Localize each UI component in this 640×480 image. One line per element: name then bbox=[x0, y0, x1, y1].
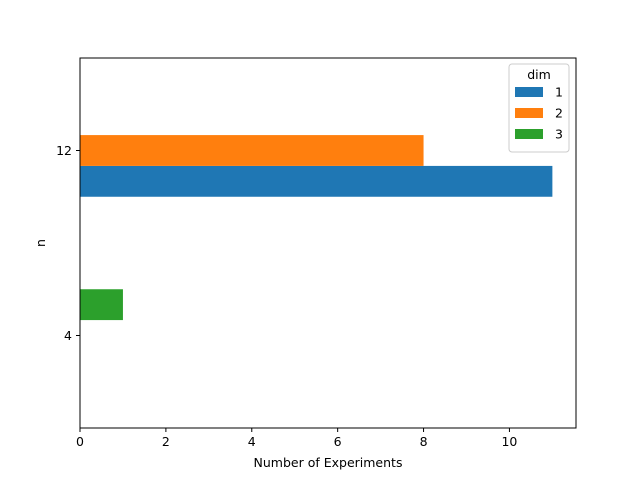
y-tick-label: 12 bbox=[56, 143, 72, 158]
legend-swatch-2 bbox=[515, 108, 543, 118]
bar-2-12 bbox=[80, 135, 424, 166]
x-axis-label: Number of Experiments bbox=[254, 455, 403, 470]
x-tick-label: 0 bbox=[76, 434, 84, 449]
bars-group bbox=[80, 135, 553, 321]
legend-title: dim bbox=[527, 67, 551, 82]
legend: dim 1 2 3 bbox=[508, 63, 570, 153]
legend-label-3: 3 bbox=[555, 127, 563, 142]
x-tick-label: 2 bbox=[162, 434, 170, 449]
x-tick-label: 8 bbox=[420, 434, 428, 449]
x-tick-label: 10 bbox=[501, 434, 517, 449]
legend-label-2: 2 bbox=[555, 106, 563, 121]
x-tick-label: 6 bbox=[334, 434, 342, 449]
legend-swatch-3 bbox=[515, 129, 543, 139]
y-axis-label: n bbox=[33, 239, 48, 247]
bar-1-12 bbox=[80, 165, 553, 197]
bar-3-4 bbox=[80, 289, 123, 321]
legend-swatch-1 bbox=[515, 87, 543, 97]
y-axis-ticks: 4 12 bbox=[56, 143, 80, 343]
plot-frame bbox=[79, 57, 577, 429]
legend-label-1: 1 bbox=[555, 85, 563, 100]
y-tick-label: 4 bbox=[64, 328, 72, 343]
x-axis-ticks: 0 2 4 6 8 10 bbox=[76, 428, 517, 449]
x-tick-label: 4 bbox=[248, 434, 256, 449]
